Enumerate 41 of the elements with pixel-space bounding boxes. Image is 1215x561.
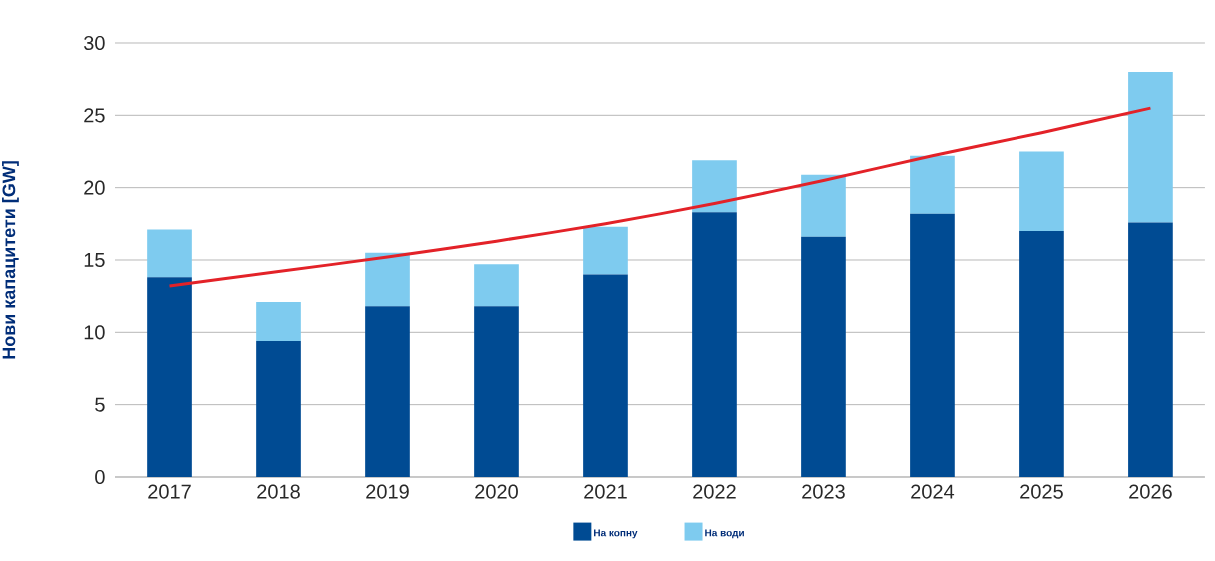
- x-tick-label: 2023: [802, 484, 845, 499]
- bar: [910, 213, 955, 477]
- x-tick-label: 2024: [911, 484, 955, 499]
- bar: [692, 160, 737, 213]
- y-tick-label: 15: [84, 253, 105, 267]
- bar: [147, 229, 192, 278]
- bar: [256, 301, 301, 341]
- x-tick-label: 2020: [475, 484, 518, 499]
- bar: [910, 155, 955, 214]
- bar: [583, 226, 628, 275]
- bar: [583, 274, 628, 477]
- y-axis-title: Нови капацитети [GW]: [2, 161, 19, 359]
- bar: [1019, 231, 1064, 477]
- bar: [1128, 222, 1173, 477]
- y-tick-label: 30: [84, 35, 105, 51]
- bar: [365, 252, 410, 307]
- x-tick-label: 2026: [1129, 484, 1172, 499]
- x-tick-label: 2019: [366, 484, 409, 499]
- x-tick-label: 2022: [693, 484, 736, 499]
- bar: [801, 174, 846, 237]
- x-tick-label: 2021: [584, 484, 627, 499]
- bar: [1019, 151, 1064, 232]
- x-tick-label: 2018: [257, 484, 300, 499]
- y-tick-label: 10: [84, 325, 105, 340]
- bar: [474, 306, 519, 477]
- y-tick-label: 20: [84, 180, 105, 195]
- y-tick-label: 25: [84, 108, 105, 123]
- legend-label: На копну: [594, 529, 638, 539]
- legend-label: На води: [705, 529, 744, 539]
- y-tick-label: 0: [95, 469, 105, 485]
- bar: [147, 277, 192, 477]
- bar: [256, 341, 301, 477]
- line-series: [168, 106, 1152, 288]
- bar: [692, 212, 737, 477]
- bar: [1128, 71, 1173, 223]
- x-tick-label: 2025: [1020, 484, 1063, 499]
- bar: [474, 264, 519, 307]
- bar: [365, 306, 410, 477]
- x-tick-label: 2017: [148, 484, 191, 499]
- y-tick-label: 5: [95, 397, 105, 412]
- bar: [801, 236, 846, 477]
